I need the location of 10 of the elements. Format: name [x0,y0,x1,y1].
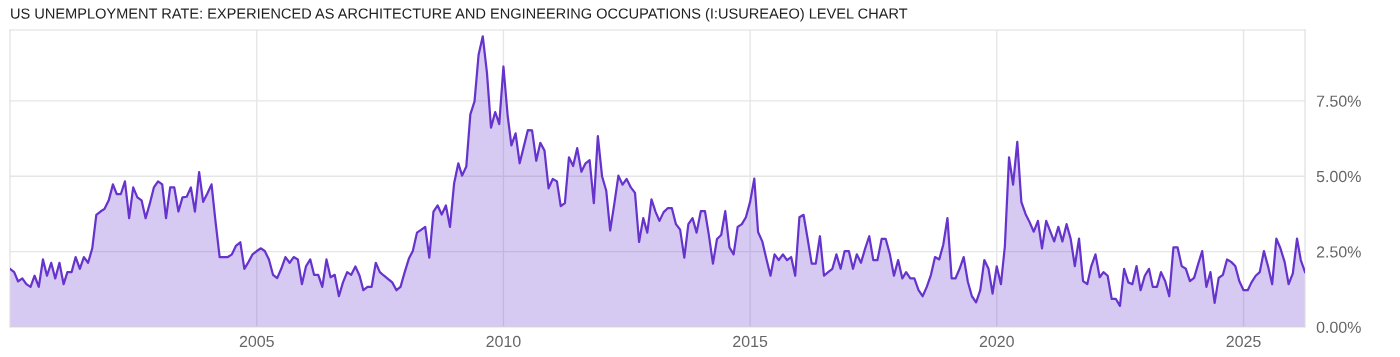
x-tick-label: 2025 [1226,335,1261,348]
y-tick-label: 7.50% [1316,95,1361,107]
chart-title: US UNEMPLOYMENT RATE: EXPERIENCED AS ARCHITECTURE AND ENGINEERING OCCUPATIONS (I:USUREAEO) LEVEL CHART [11,8,908,22]
x-tick-label: 2020 [979,335,1014,348]
y-tick-label: 0.00% [1316,321,1361,333]
y-tick-label: 2.50% [1316,246,1361,258]
x-tick-label: 2010 [486,335,521,348]
x-tick-label: 2005 [239,335,274,348]
y-tick-label: 5.00% [1316,170,1361,183]
x-tick-label: 2015 [733,335,768,348]
